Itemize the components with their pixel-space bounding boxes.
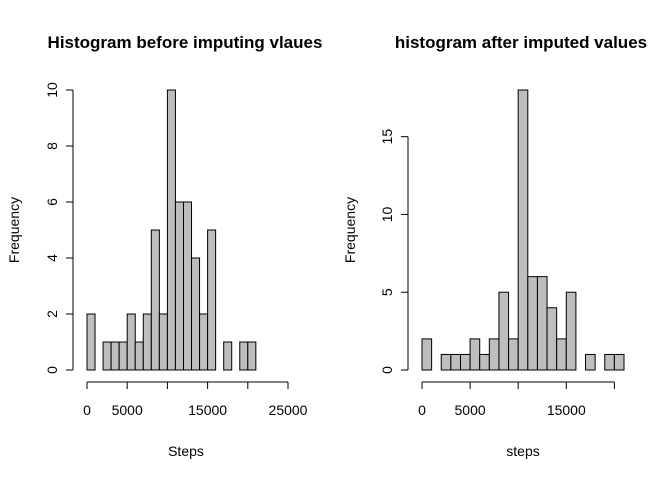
histogram-bar bbox=[479, 353, 490, 371]
y-tick-label: 4 bbox=[44, 254, 60, 262]
histogram-bar bbox=[199, 313, 209, 371]
histogram-bar bbox=[223, 341, 233, 371]
y-axis-before: 0 2 4 6 8 10 bbox=[44, 82, 74, 374]
histogram-bar bbox=[239, 341, 249, 371]
x-axis-before: 0 5000 15000 25000 bbox=[83, 381, 308, 418]
histogram-bar bbox=[450, 353, 461, 371]
histogram-bar bbox=[613, 353, 625, 371]
histogram-bar bbox=[207, 229, 217, 371]
chart-title-after: histogram after imputed values bbox=[395, 33, 647, 52]
histogram-bar bbox=[459, 353, 471, 371]
histogram-bar bbox=[142, 313, 152, 371]
histogram-bar bbox=[110, 341, 120, 371]
histogram-bar bbox=[174, 201, 184, 371]
y-axis-label-after: Frequency bbox=[342, 197, 358, 263]
x-tick-label: 25000 bbox=[269, 402, 308, 418]
y-tick-label: 2 bbox=[44, 310, 60, 318]
histogram-bar bbox=[527, 276, 538, 371]
bars-before bbox=[86, 89, 257, 371]
histogram-bar bbox=[247, 341, 257, 371]
y-tick-label: 15 bbox=[379, 129, 395, 145]
bars-after bbox=[421, 89, 625, 371]
x-axis-label-after: steps bbox=[506, 443, 539, 459]
x-tick-label: 15000 bbox=[547, 402, 586, 418]
histogram-bar bbox=[556, 338, 567, 371]
x-tick-label: 0 bbox=[418, 402, 426, 418]
histogram-bar bbox=[508, 338, 519, 371]
x-tick-label: 0 bbox=[83, 402, 91, 418]
histogram-bar bbox=[126, 313, 136, 371]
histogram-bar bbox=[546, 307, 558, 371]
x-axis-after: 0 5000 15000 bbox=[418, 381, 615, 418]
histogram-bar bbox=[565, 291, 577, 371]
histogram-bar bbox=[102, 341, 112, 371]
x-axis-label-before: Steps bbox=[168, 443, 204, 459]
histogram-bar bbox=[585, 353, 596, 371]
histogram-bar bbox=[150, 229, 160, 371]
y-tick-label: 0 bbox=[379, 366, 395, 374]
y-axis-label-before: Frequency bbox=[6, 197, 22, 263]
histogram-bar bbox=[118, 341, 128, 371]
y-tick-label: 10 bbox=[44, 82, 60, 98]
histogram-bar bbox=[421, 338, 433, 371]
y-tick-label: 10 bbox=[379, 206, 395, 222]
histogram-bar bbox=[498, 291, 510, 371]
histogram-bar bbox=[517, 89, 529, 371]
histogram-bar bbox=[158, 313, 168, 371]
histogram-bar bbox=[134, 341, 144, 371]
histogram-bar bbox=[536, 276, 548, 371]
histogram-bar bbox=[86, 313, 96, 371]
histogram-bar bbox=[191, 257, 201, 371]
x-tick-label: 15000 bbox=[188, 402, 227, 418]
y-tick-label: 5 bbox=[379, 288, 395, 296]
y-axis-after: 0 5 10 15 bbox=[379, 129, 409, 374]
histogram-bar bbox=[166, 89, 176, 371]
x-tick-label: 5000 bbox=[455, 402, 486, 418]
x-tick-label: 5000 bbox=[112, 402, 143, 418]
y-tick-label: 6 bbox=[44, 198, 60, 206]
histogram-bar bbox=[469, 338, 481, 371]
chart-title-before: Histogram before imputing vlaues bbox=[48, 33, 323, 52]
histogram-after-panel: histogram after imputed values steps Fre… bbox=[342, 33, 647, 459]
histogram-bar bbox=[440, 353, 452, 371]
histogram-bar bbox=[488, 338, 500, 371]
histogram-bar bbox=[182, 201, 193, 371]
y-tick-label: 8 bbox=[44, 142, 60, 150]
y-tick-label: 0 bbox=[44, 366, 60, 374]
histogram-before-panel: Histogram before imputing vlaues Steps F… bbox=[6, 33, 322, 459]
histogram-bar bbox=[604, 353, 615, 371]
